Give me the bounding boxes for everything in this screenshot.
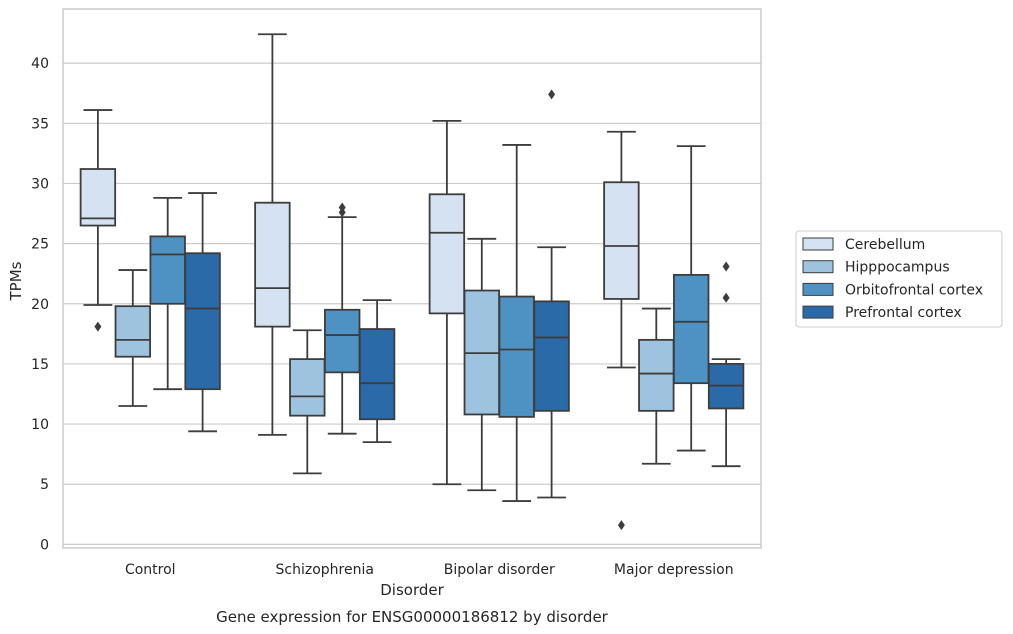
y-tick-label: 35 — [31, 116, 49, 132]
gridlines — [63, 62, 761, 545]
legend-label: Orbitofrontal cortex — [845, 282, 983, 298]
legend-swatch — [802, 260, 834, 274]
box — [603, 181, 640, 300]
legend-swatch — [802, 305, 834, 319]
y-tick-label: 20 — [31, 297, 49, 313]
y-tick-label: 15 — [31, 357, 49, 373]
box-group — [707, 261, 745, 468]
box — [114, 305, 151, 358]
legend-label: Cerebellum — [845, 237, 925, 253]
legend-swatch — [802, 282, 834, 296]
box-series — [114, 237, 675, 492]
box-group — [358, 299, 396, 444]
x-axis-title: Disorder — [380, 581, 444, 599]
legend-swatch — [802, 237, 834, 251]
y-axis-title: TPMs — [7, 261, 25, 301]
outlier-point — [548, 89, 556, 100]
y-tick-label: 25 — [31, 237, 49, 253]
x-tick-label: Bipolar disorder — [444, 562, 555, 578]
x-tick-label: Control — [125, 562, 176, 578]
box-group — [254, 33, 291, 436]
outlier-point — [617, 520, 625, 531]
box-group — [603, 130, 640, 531]
x-tick-labels: Control Schizophrenia Bipolar disorder Majo… — [125, 562, 734, 578]
box — [638, 338, 675, 412]
y-tick-label: 40 — [31, 56, 49, 72]
box — [428, 193, 466, 315]
box-group — [324, 202, 361, 435]
y-tick-label: 0 — [40, 537, 49, 553]
box — [324, 308, 361, 374]
outlier-point — [722, 261, 730, 272]
y-tick-labels: 0 5 10 15 20 25 30 35 40 — [31, 56, 49, 553]
box — [498, 295, 535, 418]
box — [289, 358, 326, 417]
box-group — [638, 307, 675, 465]
box-group — [673, 145, 710, 452]
boxes — [79, 33, 745, 531]
legend-frame — [795, 230, 1003, 328]
outlier-point — [722, 292, 730, 303]
box — [149, 235, 186, 305]
box-group — [79, 109, 117, 332]
y-tick-label: 30 — [31, 176, 49, 192]
legend-label: Hipppocampus — [845, 260, 950, 276]
box — [673, 273, 710, 385]
plot-frame — [62, 8, 762, 549]
box — [184, 252, 221, 391]
legend: Cerebellum Hipppocampus Orbitofrontal cort… — [795, 230, 1003, 328]
y-tick-label: 5 — [40, 477, 49, 493]
y-tick-label: 10 — [31, 417, 49, 433]
outlier-point — [94, 321, 102, 332]
box-group — [149, 196, 186, 391]
legend-label: Prefrontal cortex — [845, 305, 962, 321]
box — [79, 168, 117, 227]
box-group — [428, 119, 466, 486]
box-group — [463, 237, 500, 492]
box-series — [79, 33, 640, 531]
chart-caption: Gene expression for ENSG00000186812 by d… — [216, 608, 609, 626]
x-tick-label: Schizophrenia — [276, 562, 374, 578]
box-series — [184, 89, 745, 499]
box — [533, 300, 570, 412]
outlier-point — [338, 202, 346, 213]
box — [254, 201, 291, 328]
box-group — [289, 329, 326, 475]
box-group — [114, 269, 151, 407]
box-group — [184, 192, 221, 433]
x-tick-label: Major depression — [614, 562, 734, 578]
box — [358, 328, 396, 421]
box-group — [533, 89, 570, 499]
